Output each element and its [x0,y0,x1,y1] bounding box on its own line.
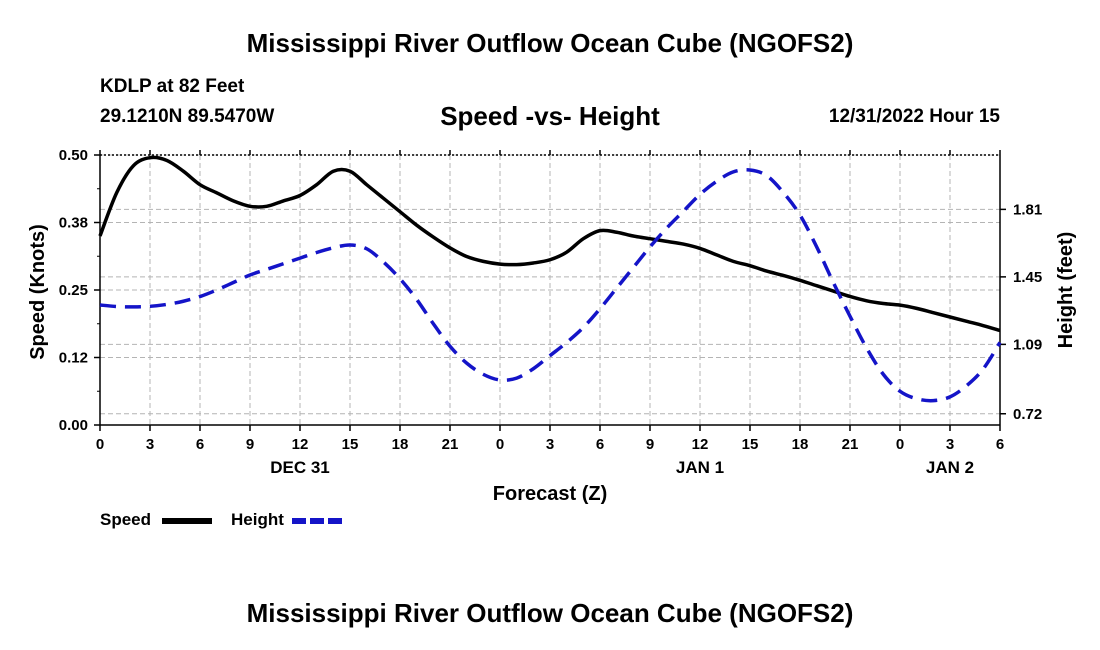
y-tick-label: 0.38 [59,215,88,232]
x-tick-label: 6 [196,436,204,453]
y2-axis-title: Height (feet) [1055,232,1077,349]
x-tick-label: 15 [342,436,359,453]
legend-speed-label: Speed [100,510,152,529]
x-tick-label: 15 [742,436,759,453]
x-tick-label: 9 [646,436,654,453]
x-tick-label: 0 [896,436,904,453]
y2-tick-label: 1.81 [1013,201,1042,218]
x-tick-label: 9 [246,436,254,453]
day-label: DEC 31 [270,458,330,477]
y2-tick-label: 0.72 [1013,406,1042,423]
y2-tick-label: 1.45 [1013,269,1042,286]
x-tick-label: 0 [496,436,504,453]
x-tick-label: 21 [442,436,459,453]
station-label: KDLP at 82 Feet [100,76,245,97]
x-tick-label: 3 [546,436,554,453]
y-tick-label: 0.12 [59,350,88,367]
chart-subtitle: Speed -vs- Height [440,101,660,131]
height-series-line [99,168,1002,403]
station-coordinates: 29.1210N 89.5470W [100,106,275,127]
y-axis-title: Speed (Knots) [27,224,49,360]
x-tick-label: 18 [392,436,409,453]
y2-tick-label: 1.09 [1013,336,1042,353]
x-tick-label: 21 [842,436,859,453]
x-tick-label: 18 [792,436,809,453]
x-tick-label: 6 [596,436,604,453]
x-axis-title: Forecast (Z) [493,483,607,505]
forecast-datetime: 12/31/2022 Hour 15 [828,106,1000,127]
speed-series-line [98,155,1001,333]
x-tick-label: 12 [692,436,709,453]
x-tick-label: 6 [996,436,1004,453]
day-label: JAN 2 [926,458,974,477]
main-title: Mississippi River Outflow Ocean Cube (NG… [246,28,854,58]
day-label: JAN 1 [676,458,724,477]
x-tick-label: 3 [946,436,954,453]
x-tick-label: 3 [146,436,154,453]
y-tick-label: 0.00 [59,417,88,434]
repeated-title: Mississippi River Outflow Ocean Cube (NG… [246,598,854,628]
y-tick-label: 0.50 [59,147,88,164]
legend-height-label: Height [231,510,284,529]
y-tick-label: 0.25 [59,282,88,299]
x-tick-label: 12 [292,436,309,453]
x-tick-label: 0 [96,436,104,453]
